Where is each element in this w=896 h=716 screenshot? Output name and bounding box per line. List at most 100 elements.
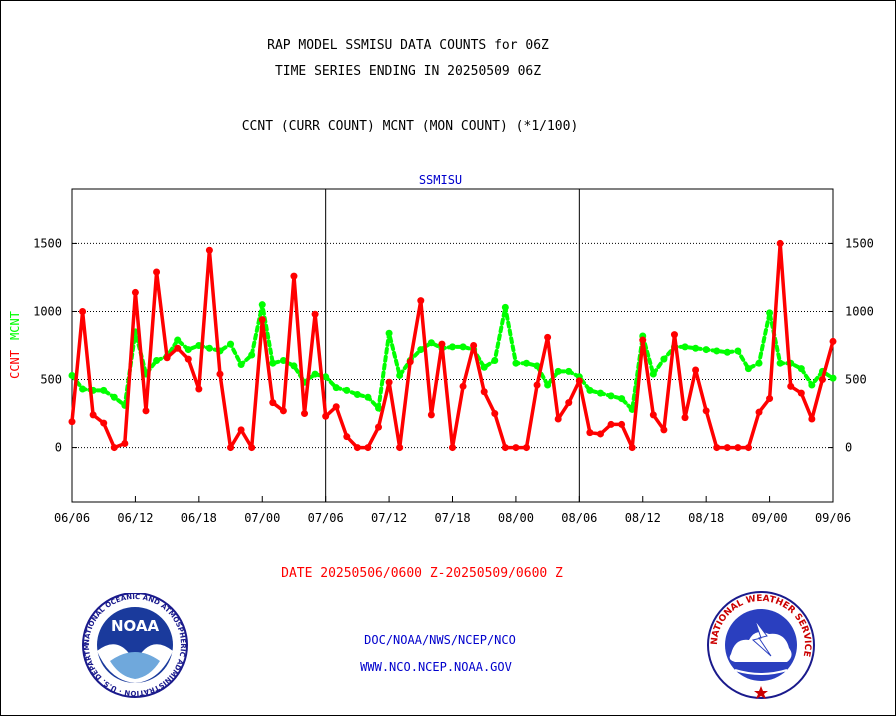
point-ccnt	[459, 382, 467, 390]
point-ccnt	[311, 310, 319, 318]
point-mcnt	[607, 392, 615, 400]
point-mcnt	[449, 343, 456, 351]
chart-title: SSMISU	[419, 173, 462, 187]
website-label: WWW.NCO.NCEP.NOAA.GOV	[360, 660, 512, 674]
point-ccnt	[681, 414, 689, 422]
point-ccnt	[248, 444, 256, 452]
point-ccnt	[491, 410, 499, 418]
point-mcnt	[153, 356, 161, 364]
point-ccnt	[385, 378, 393, 386]
point-ccnt	[639, 336, 647, 344]
point-ccnt	[205, 246, 213, 254]
point-ccnt	[744, 444, 752, 452]
point-ccnt	[163, 354, 171, 362]
point-ccnt	[237, 426, 245, 434]
point-mcnt	[279, 356, 287, 364]
title-line2: TIME SERIES ENDING IN 20250509 06Z	[274, 64, 542, 79]
point-mcnt	[744, 365, 752, 373]
point-ccnt	[628, 444, 636, 452]
point-ccnt	[184, 355, 192, 363]
point-ccnt	[480, 388, 488, 396]
point-mcnt	[68, 371, 76, 379]
point-mcnt	[501, 303, 509, 311]
x-tick-label: 09/06	[815, 511, 851, 525]
y-axis-label: CCNT MCNT	[8, 311, 22, 379]
point-mcnt	[480, 363, 488, 371]
point-ccnt	[702, 407, 710, 415]
point-mcnt	[332, 384, 340, 392]
x-tick-label: 08/00	[498, 511, 534, 525]
y-tick-label-right: 500	[845, 373, 867, 387]
y-axis-label-ccnt: CCNT	[8, 350, 22, 379]
point-mcnt	[544, 381, 552, 389]
point-mcnt	[702, 346, 710, 354]
date-range-label: DATE 20250506/0600 Z-20250509/0600 Z	[281, 566, 563, 581]
point-mcnt	[596, 389, 604, 397]
point-ccnt	[818, 376, 826, 384]
point-ccnt	[808, 415, 816, 423]
point-ccnt	[153, 268, 161, 276]
point-ccnt	[332, 403, 340, 411]
point-mcnt	[723, 348, 731, 356]
point-mcnt	[385, 329, 393, 337]
point-mcnt	[649, 370, 657, 378]
point-mcnt	[491, 356, 499, 364]
y-tick-label-right: 1500	[845, 236, 874, 250]
x-tick-label: 06/12	[117, 511, 153, 525]
point-ccnt	[258, 316, 266, 324]
point-ccnt	[216, 370, 224, 378]
point-mcnt	[269, 359, 277, 367]
point-ccnt	[110, 444, 118, 452]
point-mcnt	[829, 374, 837, 382]
point-ccnt	[417, 297, 425, 305]
point-mcnt	[776, 359, 784, 367]
point-ccnt	[279, 407, 287, 415]
point-mcnt	[554, 367, 562, 375]
point-ccnt	[734, 444, 742, 452]
point-ccnt	[776, 239, 784, 247]
x-tick-label: 07/12	[371, 511, 407, 525]
point-mcnt	[396, 371, 404, 379]
x-tick-label: 09/00	[752, 511, 788, 525]
point-mcnt	[322, 373, 330, 381]
point-ccnt	[269, 399, 277, 407]
y-tick-label-left: 1500	[33, 236, 62, 250]
point-ccnt	[301, 410, 309, 418]
point-mcnt	[290, 362, 298, 370]
point-mcnt	[533, 362, 541, 370]
point-ccnt	[670, 331, 678, 339]
point-ccnt	[522, 444, 530, 452]
point-mcnt	[628, 405, 636, 413]
point-mcnt	[713, 347, 721, 355]
point-mcnt	[375, 404, 383, 412]
point-mcnt	[512, 359, 520, 367]
point-mcnt	[565, 367, 573, 375]
point-ccnt	[290, 272, 298, 280]
x-tick-label: 07/06	[308, 511, 344, 525]
title-line1: RAP MODEL SSMISU DATA COUNTS for 06Z	[267, 38, 549, 53]
point-ccnt	[131, 288, 139, 296]
point-ccnt	[544, 333, 552, 341]
point-ccnt	[755, 408, 763, 416]
point-mcnt	[184, 346, 192, 354]
point-mcnt	[766, 309, 774, 317]
y-tick-label-left: 1000	[33, 304, 62, 318]
point-ccnt	[353, 444, 361, 452]
noaa-wordmark: NOAA	[111, 617, 160, 635]
point-ccnt	[79, 307, 87, 315]
x-tick-label: 06/06	[54, 511, 90, 525]
point-ccnt	[533, 381, 541, 389]
point-mcnt	[681, 343, 689, 351]
noaa-logo: NATIONAL OCEANIC AND ATMOSPHERIC ADMINIS…	[80, 593, 188, 698]
point-ccnt	[470, 342, 478, 349]
x-tick-label: 07/00	[244, 511, 280, 525]
x-tick-label: 08/18	[688, 511, 724, 525]
y-tick-label-right: 0	[845, 441, 852, 455]
point-mcnt	[79, 385, 87, 393]
point-mcnt	[248, 351, 256, 359]
point-mcnt	[343, 386, 351, 394]
point-ccnt	[364, 444, 372, 452]
point-mcnt	[110, 393, 118, 401]
point-ccnt	[322, 412, 330, 420]
